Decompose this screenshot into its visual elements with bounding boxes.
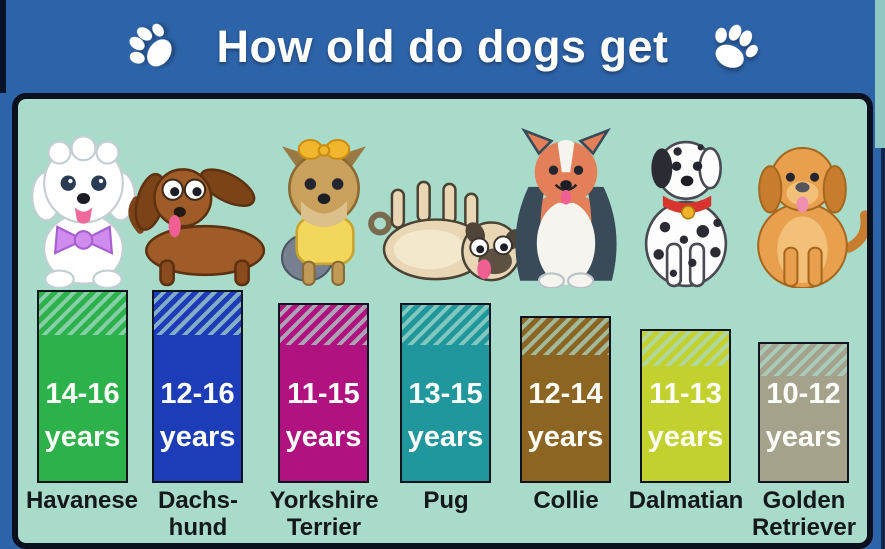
page-title: How old do dogs get bbox=[216, 20, 669, 72]
bar-pug: 13-15 years bbox=[400, 303, 491, 483]
breed-label-pug: Pug bbox=[423, 487, 469, 514]
breed-label-collie: Collie bbox=[533, 487, 599, 514]
bar-value-label: 10-12 years bbox=[765, 378, 842, 453]
bar-value-label: 12-14 years bbox=[527, 378, 604, 453]
breed-label-dachshund: Dachs-hund bbox=[157, 487, 239, 541]
dalmatian-illustration bbox=[623, 99, 749, 288]
bar-value-label: 14-16 years bbox=[44, 378, 121, 453]
bar-dachshund: 12-16 years bbox=[152, 290, 243, 483]
breed-label-havanese: Havanese bbox=[25, 487, 139, 514]
breed-label-yorkshire-terrier: Yorkshire Terrier bbox=[269, 487, 379, 541]
bar-value-label: 13-15 years bbox=[407, 378, 484, 453]
bar-dalmatian: 11-13 years bbox=[640, 329, 731, 483]
screenshot-edge-strip bbox=[881, 148, 885, 549]
chart-panel: 14-16 years 12-16 years 11-15 years 13-15 ye… bbox=[12, 93, 873, 549]
dachshund-illustration bbox=[122, 125, 274, 288]
breed-label-dalmatian: Dalmatian bbox=[628, 487, 744, 514]
header: How old do dogs get bbox=[0, 0, 885, 93]
screenshot-edge-strip bbox=[875, 0, 885, 148]
bar-value-label: 11-15 years bbox=[285, 378, 362, 453]
paw-print-icon bbox=[128, 23, 172, 66]
yorkshire-terrier-illustration bbox=[261, 102, 387, 288]
breed-label-golden-retriever: Golden Retriever bbox=[751, 487, 857, 541]
bar-yorkshire-terrier: 11-15 years bbox=[278, 303, 369, 483]
havanese-illustration bbox=[18, 110, 149, 288]
bar-havanese: 14-16 years bbox=[37, 290, 128, 483]
bar-value-label: 11-13 years bbox=[647, 378, 724, 453]
pug-illustration bbox=[363, 166, 529, 290]
screenshot-edge-strip bbox=[0, 0, 6, 93]
golden-retriever-illustration bbox=[736, 100, 867, 288]
bar-value-label: 12-16 years bbox=[159, 378, 236, 453]
bar-collie: 12-14 years bbox=[520, 316, 611, 483]
paw-print-icon bbox=[715, 24, 759, 68]
collie-illustration bbox=[493, 99, 639, 288]
bar-golden-retriever: 10-12 years bbox=[758, 342, 849, 483]
